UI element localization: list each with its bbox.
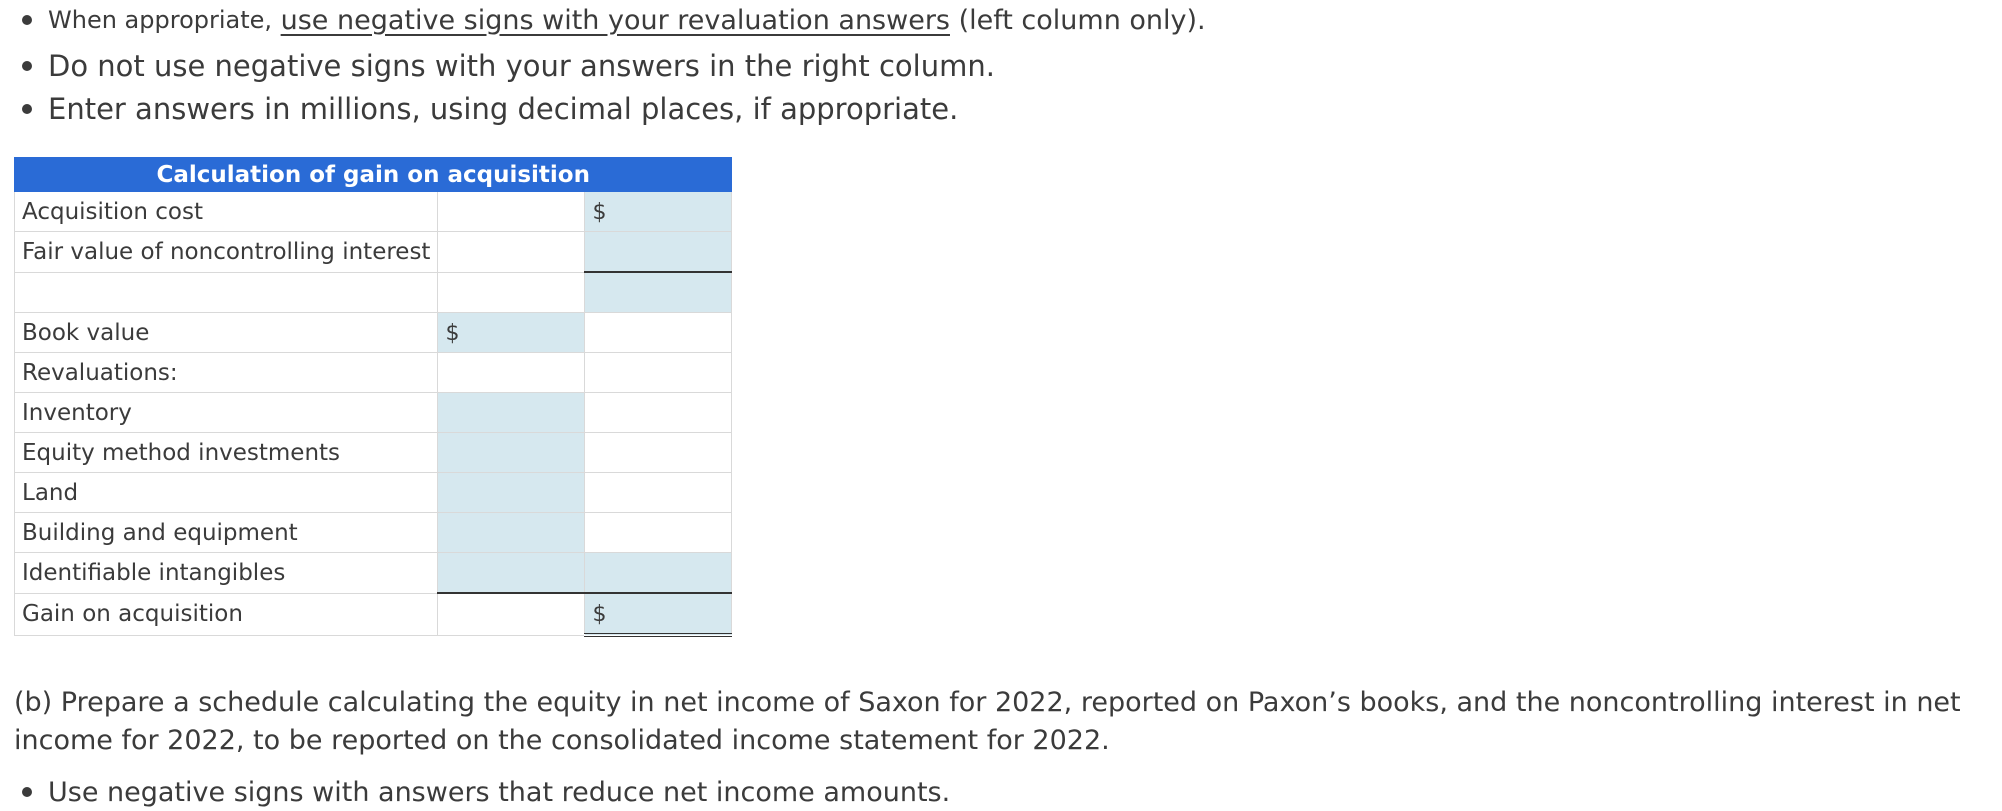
row-label-building: Building and equipment xyxy=(13,512,439,553)
empty-cell xyxy=(437,352,586,393)
table-row: Identifiable intangibles xyxy=(13,552,733,594)
empty-cell xyxy=(437,271,586,313)
row-label-gain: Gain on acquisition xyxy=(13,592,439,636)
table-row: Revaluations: xyxy=(13,352,733,393)
row-label-blank xyxy=(13,271,439,313)
gain-on-acquisition-input[interactable]: $ xyxy=(584,592,733,637)
currency-symbol: $ xyxy=(445,320,460,346)
inventory-input[interactable] xyxy=(437,392,586,433)
table-row: Building and equipment xyxy=(13,512,733,553)
table-row: Book value $ xyxy=(13,312,733,353)
table-row: Gain on acquisition $ xyxy=(13,592,733,637)
table-row: Fair value of noncontrolling interest xyxy=(13,231,733,273)
row-label-book-value: Book value xyxy=(13,312,439,353)
land-input[interactable] xyxy=(437,472,586,513)
instruction-text: Use negative signs with answers that red… xyxy=(48,776,951,808)
row-label-equity-method: Equity method investments xyxy=(13,432,439,473)
acquisition-cost-input[interactable]: $ xyxy=(584,191,733,232)
table-row: Equity method investments xyxy=(13,432,733,473)
building-equipment-input[interactable] xyxy=(437,512,586,553)
empty-cell xyxy=(584,512,733,553)
empty-cell xyxy=(584,392,733,433)
table-row: Land xyxy=(13,472,733,513)
currency-symbol: $ xyxy=(592,199,607,225)
instruction-suffix: (left column only). xyxy=(958,4,1206,36)
table-row: Inventory xyxy=(13,392,733,433)
instruction-item: Do not use negative signs with your answ… xyxy=(0,46,995,86)
row-label-intangibles: Identifiable intangibles xyxy=(13,552,439,594)
instruction-item: When appropriate, use negative signs wit… xyxy=(0,2,1206,38)
row-label-inventory: Inventory xyxy=(13,392,439,433)
instruction-prefix: When appropriate, xyxy=(48,6,273,34)
equity-method-input[interactable] xyxy=(437,432,586,473)
revaluations-total-input[interactable] xyxy=(584,552,733,594)
instruction-item: Use negative signs with answers that red… xyxy=(0,773,950,811)
empty-cell xyxy=(437,231,586,273)
negative-signs-link[interactable]: use negative signs with your revaluation… xyxy=(280,4,950,36)
empty-cell xyxy=(584,472,733,513)
row-label-fair-value-nci: Fair value of noncontrolling interest xyxy=(13,231,439,273)
empty-cell xyxy=(437,592,586,636)
instruction-text: Enter answers in millions, using decimal… xyxy=(48,92,959,126)
part-b-instructions: (b) Prepare a schedule calculating the e… xyxy=(14,687,1961,756)
gain-calculation-table: Calculation of gain on acquisition Acqui… xyxy=(13,157,733,637)
bullet-icon xyxy=(22,61,32,71)
instruction-text: Do not use negative signs with your answ… xyxy=(48,49,995,83)
currency-symbol: $ xyxy=(592,601,607,627)
bullet-icon xyxy=(22,104,32,114)
empty-cell xyxy=(584,352,733,393)
table-row xyxy=(13,271,733,313)
table-title: Calculation of gain on acquisition xyxy=(13,157,733,192)
row-label-acquisition-cost: Acquisition cost xyxy=(13,191,439,232)
fair-value-nci-input[interactable] xyxy=(584,231,733,273)
row-label-land: Land xyxy=(13,472,439,513)
bullet-icon xyxy=(22,787,32,797)
empty-cell xyxy=(437,191,586,232)
table-row: Acquisition cost $ xyxy=(13,191,733,232)
row-label-revaluations: Revaluations: xyxy=(13,352,439,393)
empty-cell xyxy=(584,312,733,353)
empty-cell xyxy=(584,432,733,473)
book-value-input[interactable]: $ xyxy=(437,312,586,353)
intangibles-input[interactable] xyxy=(437,552,586,594)
bullet-icon xyxy=(22,15,32,25)
instruction-item: Enter answers in millions, using decimal… xyxy=(0,89,958,129)
subtotal-input[interactable] xyxy=(584,271,733,313)
